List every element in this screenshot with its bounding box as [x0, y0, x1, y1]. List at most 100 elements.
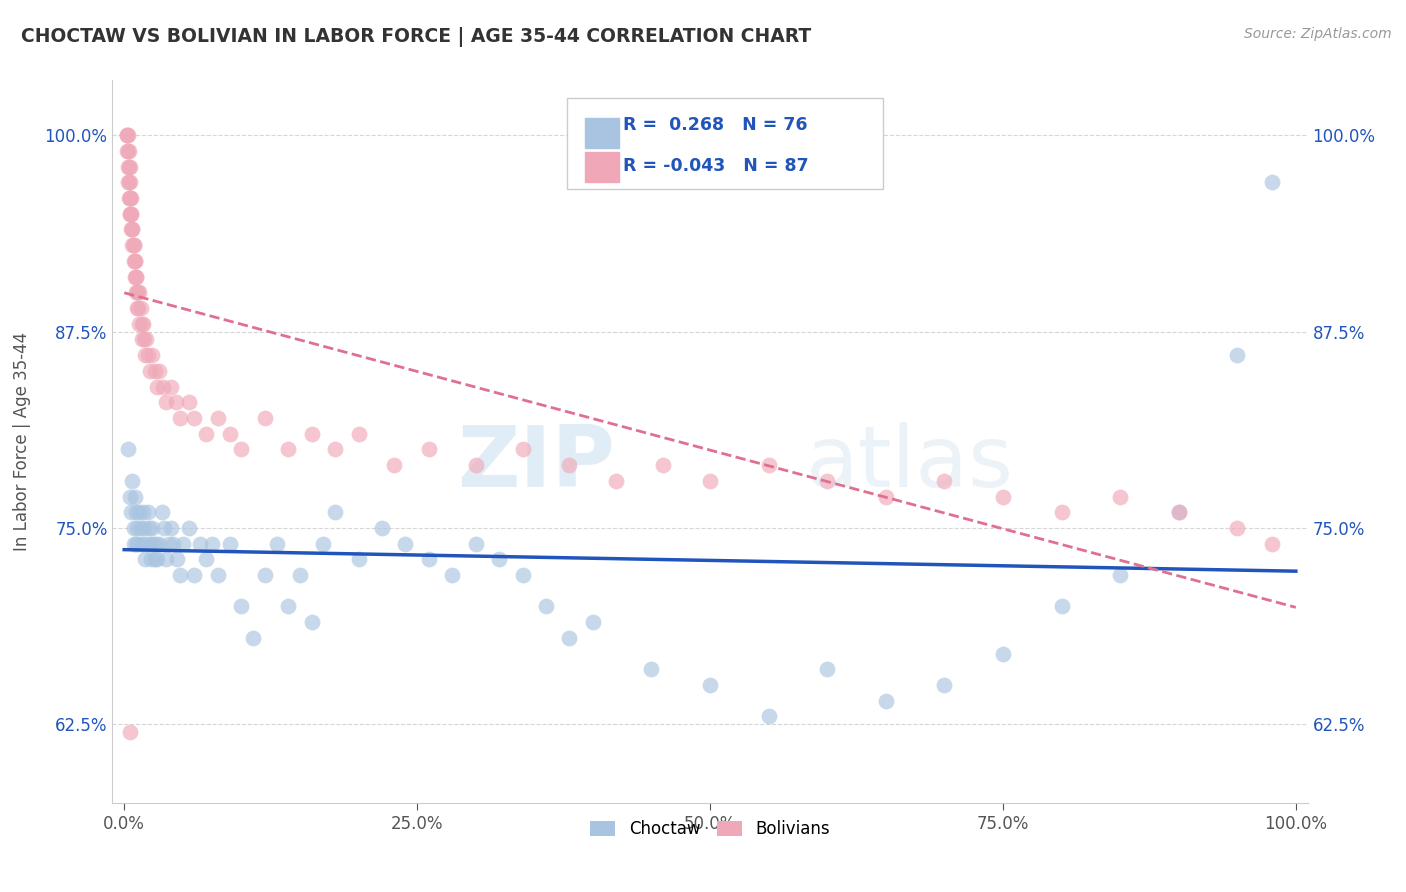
Point [120, 490, 141, 504]
Point [146, 552, 169, 566]
Point [136, 348, 159, 362]
Point [253, 568, 276, 582]
Point [122, 536, 145, 550]
Point [534, 599, 557, 614]
Point [207, 411, 229, 425]
Point [120, 191, 142, 205]
Point [441, 568, 464, 582]
Point [288, 568, 311, 582]
Point [139, 536, 162, 550]
Point [117, 160, 139, 174]
Point [312, 536, 335, 550]
Point [394, 536, 416, 550]
Point [382, 458, 405, 472]
Point [152, 379, 174, 393]
Point [1167, 505, 1189, 519]
Point [143, 364, 166, 378]
Point [117, 175, 139, 189]
Point [120, 191, 141, 205]
Point [218, 426, 240, 441]
Text: atlas: atlas [806, 422, 1014, 505]
Point [169, 411, 191, 425]
Point [134, 348, 156, 362]
Point [120, 207, 141, 221]
Point [141, 552, 163, 566]
Point [117, 442, 139, 457]
Point [121, 222, 143, 236]
Text: R =  0.268   N = 76: R = 0.268 N = 76 [623, 116, 807, 134]
Point [120, 175, 141, 189]
Point [143, 552, 166, 566]
Point [1050, 599, 1073, 614]
Point [815, 662, 838, 676]
Point [347, 426, 370, 441]
Point [128, 505, 150, 519]
Point [201, 536, 224, 550]
Point [139, 364, 162, 378]
Point [169, 568, 191, 582]
Point [160, 379, 183, 393]
Point [122, 238, 145, 252]
Point [464, 458, 486, 472]
Point [231, 442, 253, 457]
Point [242, 631, 264, 645]
Point [166, 552, 188, 566]
Point [371, 521, 394, 535]
Point [117, 144, 139, 158]
Point [195, 426, 218, 441]
Point [558, 458, 581, 472]
Point [127, 301, 149, 315]
FancyBboxPatch shape [567, 98, 883, 189]
Point [142, 536, 165, 550]
Point [132, 317, 155, 331]
Point [120, 222, 142, 236]
Point [758, 458, 780, 472]
Point [121, 222, 143, 236]
Point [162, 536, 184, 550]
Point [155, 552, 177, 566]
Point [124, 253, 146, 268]
Point [991, 490, 1014, 504]
Point [347, 552, 370, 566]
Point [640, 662, 662, 676]
Point [145, 536, 167, 550]
Point [582, 615, 605, 630]
Point [127, 301, 149, 315]
Legend: Choctaw, Bolivians: Choctaw, Bolivians [583, 814, 837, 845]
Point [118, 160, 141, 174]
Point [934, 678, 956, 692]
Point [1167, 505, 1189, 519]
Point [758, 709, 780, 723]
Point [195, 552, 218, 566]
Point [124, 253, 146, 268]
Point [148, 536, 170, 550]
Point [165, 395, 187, 409]
Point [127, 285, 149, 300]
Point [120, 505, 142, 519]
Point [183, 411, 205, 425]
Point [125, 536, 148, 550]
Point [118, 191, 141, 205]
Point [118, 175, 141, 189]
Point [120, 207, 142, 221]
Point [117, 128, 139, 143]
Point [127, 536, 149, 550]
Point [136, 505, 159, 519]
Point [125, 269, 148, 284]
Point [875, 490, 897, 504]
FancyBboxPatch shape [585, 153, 619, 182]
Point [934, 474, 956, 488]
Point [177, 521, 200, 535]
Point [127, 521, 149, 535]
Text: ZIP: ZIP [457, 422, 614, 505]
Point [141, 348, 163, 362]
Point [172, 536, 194, 550]
Point [120, 725, 141, 739]
Point [115, 144, 138, 158]
Point [150, 505, 173, 519]
Point [131, 317, 153, 331]
Point [301, 615, 323, 630]
Point [875, 694, 897, 708]
Point [132, 521, 156, 535]
Point [125, 505, 148, 519]
